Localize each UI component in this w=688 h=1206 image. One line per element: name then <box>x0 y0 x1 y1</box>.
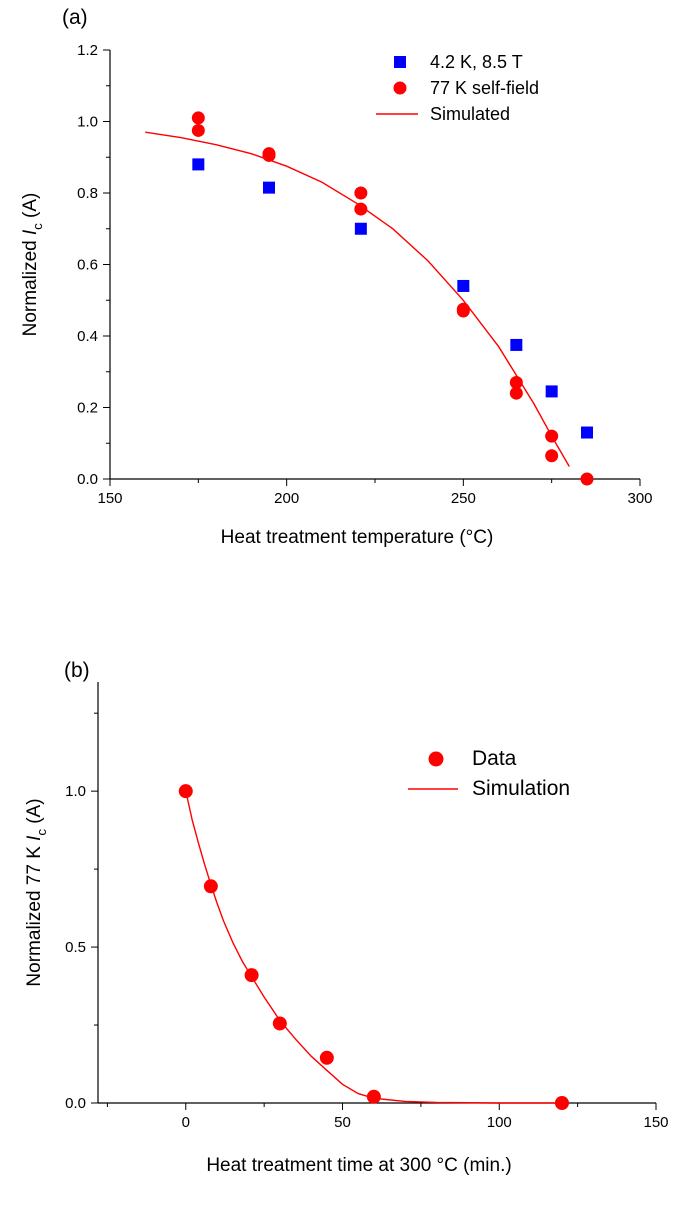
data-point-square <box>354 222 367 235</box>
y-axis-title-suffix: (A) <box>24 798 45 829</box>
chart-panel-b: 0 50 100 150 0.0 0.5 1.0 (b) Heat treatment time… <box>24 659 669 1176</box>
legend-symbol-circle <box>428 751 444 767</box>
panel-label: (b) <box>64 659 90 682</box>
x-tick-label: 200 <box>274 490 299 507</box>
series-1 <box>185 790 562 1104</box>
y-axis-title-prefix: Normalized 77 K <box>24 841 45 987</box>
y-tick-label: 0.0 <box>65 1095 86 1112</box>
data-point-square <box>192 158 205 171</box>
x-tick-label: 100 <box>487 1114 512 1131</box>
data-point-circle <box>272 1016 287 1031</box>
y-tick-label: 0.4 <box>77 328 98 345</box>
data-point-square <box>263 181 275 194</box>
data-point-circle <box>244 968 259 983</box>
y-axis-title-subscript: c <box>30 223 45 230</box>
x-tick-label: 250 <box>451 490 476 507</box>
x-tick-label: 300 <box>627 490 652 507</box>
legend-label: 77 K self-field <box>430 78 539 98</box>
series-2 <box>145 131 570 467</box>
y-axis-title: Normalized Ic (A) <box>20 193 45 337</box>
data-point-circle <box>580 472 594 486</box>
y-tick-label: 0.2 <box>77 400 98 417</box>
x-tick-label: 150 <box>643 1114 668 1131</box>
legend: Data Simulation <box>408 747 570 800</box>
series-0 <box>192 158 593 439</box>
data-point-circle <box>456 304 470 318</box>
legend-label: 4.2 K, 8.5 T <box>430 52 523 72</box>
legend-symbol-square <box>394 56 406 68</box>
y-tick-label: 0.5 <box>65 939 86 956</box>
y-axis-title-subscript: c <box>34 829 49 836</box>
y-tick-label: 0.6 <box>77 257 98 274</box>
x-tick-label: 50 <box>334 1114 351 1131</box>
y-axis-title-symbol: I <box>20 229 41 235</box>
y-axis-title-prefix: Normalized <box>20 235 41 336</box>
y-tick-label: 1.2 <box>77 42 98 59</box>
legend: 4.2 K, 8.5 T 77 K self-field Simulated <box>376 52 539 124</box>
data-point-circle <box>545 449 559 463</box>
series-1 <box>191 111 594 486</box>
legend-symbol-circle <box>393 81 407 95</box>
y-tick-label: 1.0 <box>77 114 98 131</box>
data-point-circle <box>354 186 368 200</box>
data-point-circle <box>509 386 523 400</box>
x-tick-label: 0 <box>182 1114 190 1131</box>
y-axis-title-suffix: (A) <box>20 193 41 224</box>
data-point-circle <box>191 123 205 137</box>
panel-label: (a) <box>62 6 88 29</box>
y-tick-label: 0.0 <box>77 471 98 488</box>
legend-label: Simulated <box>430 104 510 124</box>
y-axis-title-symbol: I <box>24 835 45 841</box>
data-point-square <box>510 338 523 351</box>
y-tick-label: 0.8 <box>77 185 98 202</box>
data-point-circle <box>354 202 368 216</box>
data-point-circle <box>366 1089 381 1104</box>
data-point-square <box>545 385 558 398</box>
legend-label: Data <box>472 747 517 770</box>
x-axis-title: Heat treatment temperature (°C) <box>221 527 494 548</box>
x-tick-label: 150 <box>97 490 122 507</box>
series-line <box>185 790 562 1104</box>
data-point-circle <box>191 111 205 125</box>
x-axis-title: Heat treatment time at 300 °C (min.) <box>206 1155 511 1176</box>
series-0 <box>178 784 569 1110</box>
y-tick-label: 1.0 <box>65 783 86 800</box>
data-point-square <box>581 426 593 439</box>
legend-label: Simulation <box>472 777 570 800</box>
series-line <box>145 131 570 467</box>
data-point-circle <box>319 1050 334 1065</box>
y-axis-title: Normalized 77 K Ic (A) <box>24 798 49 986</box>
data-point-square <box>457 279 470 292</box>
chart-panel-a: 150 200 250 300 0.0 0.2 0.4 0.6 0.8 1.0 1.2 (a) Heat… <box>20 6 653 548</box>
